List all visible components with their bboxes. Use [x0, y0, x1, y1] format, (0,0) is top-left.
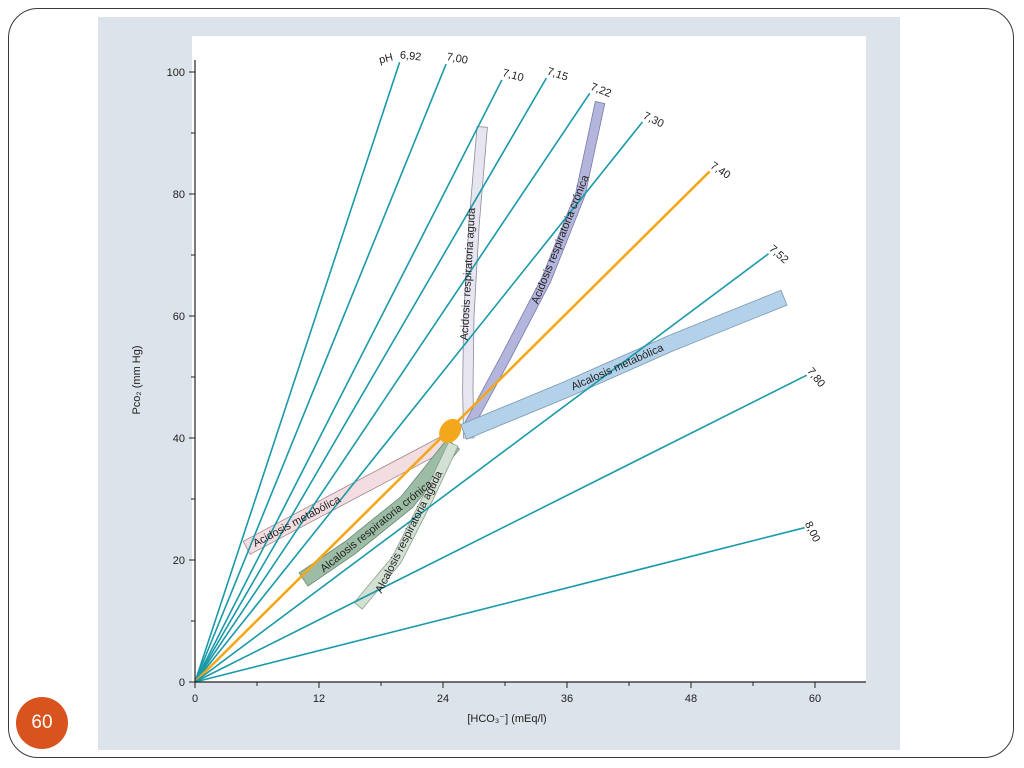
x-tick-label: 24 — [437, 693, 449, 705]
y-tick-label: 40 — [173, 433, 185, 445]
slide-number: 60 — [31, 712, 53, 733]
ph-prefix-label: pH — [378, 51, 395, 66]
band-0 — [462, 126, 488, 439]
x-tick-label: 36 — [561, 693, 573, 705]
isobar-line-7 — [194, 253, 769, 683]
isobar-line-3 — [194, 77, 548, 683]
isobar-line-4 — [194, 92, 591, 683]
ph-isobars: 6,92 7,007,10 7,157,227,307,407,527,808,00… — [194, 49, 827, 683]
isobar-label-2: 7,10 — [501, 67, 525, 84]
x-tick-label: 0 — [192, 693, 198, 705]
isobar-line-0 — [194, 61, 401, 683]
band-2 — [460, 289, 788, 440]
y-axis-title: Pco₂ (mm Hg) — [131, 345, 143, 414]
band-5 — [353, 441, 459, 610]
isobar-line-9 — [194, 526, 805, 683]
x-tick-label: 12 — [313, 693, 325, 705]
x-tick-label: 48 — [685, 693, 697, 705]
y-tick-label: 80 — [173, 189, 185, 201]
y-tick-label: 60 — [173, 311, 185, 323]
y-tick-label: 20 — [173, 555, 185, 567]
x-axis-title: [HCO₃⁻] (mEq/l) — [467, 713, 546, 725]
isobar-line-1 — [194, 63, 447, 683]
band-1 — [463, 101, 606, 429]
isobar-line-5 — [194, 121, 644, 683]
isobar-line-8 — [194, 374, 808, 683]
isobar-line-2 — [194, 79, 503, 683]
x-tick-label: 60 — [809, 693, 821, 705]
isobar-label-1: 7,00 — [446, 51, 469, 67]
slide-number-badge: 60 — [16, 697, 68, 749]
disorder-bands — [242, 101, 788, 610]
y-tick-label: 0 — [179, 677, 185, 689]
isobar-label-0: 6,92 — [399, 49, 422, 63]
axes: 0 12 24 36 48 60 0 20 40 60 80 100 — [167, 60, 866, 705]
y-tick-label: 100 — [167, 67, 185, 79]
normal-point-marker — [439, 418, 462, 444]
